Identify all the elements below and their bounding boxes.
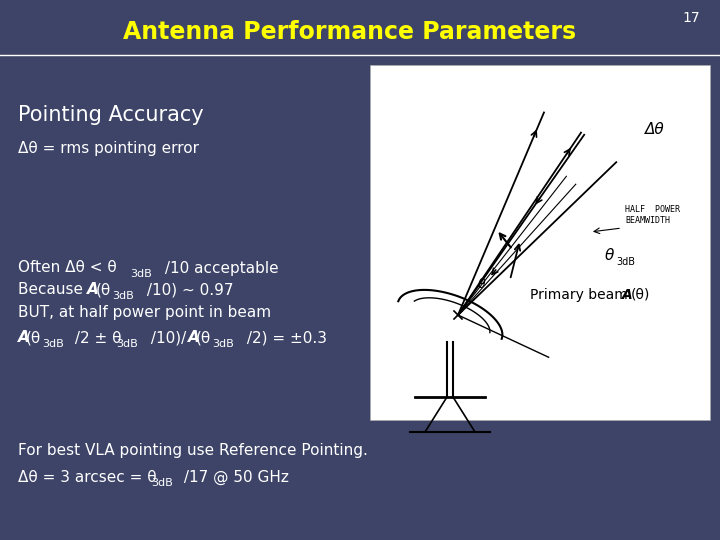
- Text: /2 ± θ: /2 ± θ: [70, 330, 122, 346]
- Text: /17 @ 50 GHz: /17 @ 50 GHz: [179, 469, 289, 484]
- Text: For best VLA pointing use Reference Pointing.: For best VLA pointing use Reference Poin…: [18, 442, 368, 457]
- Text: /10)/: /10)/: [146, 330, 186, 346]
- Text: Antenna Performance Parameters: Antenna Performance Parameters: [123, 20, 577, 44]
- Text: θ: θ: [478, 279, 485, 292]
- Text: A: A: [87, 282, 99, 298]
- Text: Δθ = rms pointing error: Δθ = rms pointing error: [18, 140, 199, 156]
- Text: 3dB: 3dB: [616, 257, 635, 267]
- Text: /10) ~ 0.97: /10) ~ 0.97: [142, 282, 233, 298]
- Text: BUT, at half power point in beam: BUT, at half power point in beam: [18, 305, 271, 320]
- Text: 3dB: 3dB: [130, 269, 152, 279]
- Text: (θ): (θ): [631, 288, 650, 302]
- Text: A: A: [18, 330, 30, 346]
- Text: (θ: (θ: [196, 330, 211, 346]
- Text: A: A: [622, 288, 633, 302]
- Text: Δθ: Δθ: [645, 123, 665, 138]
- Text: 3dB: 3dB: [112, 291, 134, 301]
- Text: Δθ = 3 arcsec = θ: Δθ = 3 arcsec = θ: [18, 469, 157, 484]
- Text: (θ: (θ: [96, 282, 112, 298]
- Text: Because: Because: [18, 282, 88, 298]
- Text: HALF  POWER
BEAMWIDTH: HALF POWER BEAMWIDTH: [625, 205, 680, 225]
- Text: θ: θ: [605, 247, 614, 262]
- Text: 3dB: 3dB: [116, 339, 138, 349]
- Text: Pointing Accuracy: Pointing Accuracy: [18, 105, 204, 125]
- Text: Often Δθ < θ: Often Δθ < θ: [18, 260, 117, 275]
- Bar: [370, 65, 710, 420]
- Text: 3dB: 3dB: [151, 478, 173, 488]
- Text: 17: 17: [683, 11, 700, 25]
- Text: 3dB: 3dB: [212, 339, 234, 349]
- Text: Primary beam: Primary beam: [530, 288, 632, 302]
- Text: A: A: [188, 330, 199, 346]
- Text: (θ: (θ: [26, 330, 41, 346]
- Text: /2) = ±0.3: /2) = ±0.3: [242, 330, 327, 346]
- Text: 3dB: 3dB: [42, 339, 64, 349]
- Text: /10 acceptable: /10 acceptable: [160, 260, 279, 275]
